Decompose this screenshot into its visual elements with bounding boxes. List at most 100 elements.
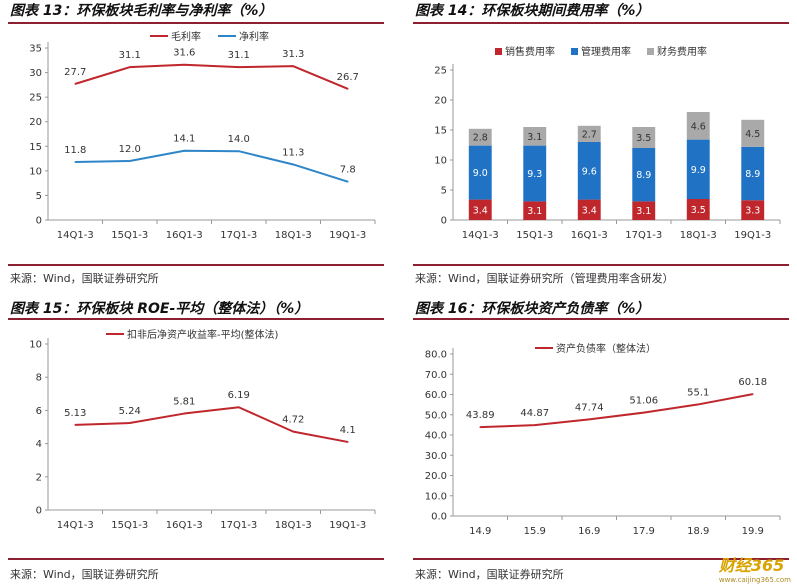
x-tick-label: 18.9 bbox=[687, 526, 709, 537]
y-tick-label: 15 bbox=[29, 142, 42, 153]
data-label: 7.8 bbox=[340, 165, 356, 176]
data-label: 3.1 bbox=[527, 132, 542, 143]
data-label: 8.9 bbox=[745, 169, 760, 180]
data-point bbox=[346, 87, 349, 90]
data-label: 31.3 bbox=[282, 49, 304, 60]
data-point bbox=[292, 163, 295, 166]
legend-label: 毛利率 bbox=[171, 30, 201, 43]
data-label: 2.7 bbox=[582, 129, 597, 140]
watermark-brand: 财经365 bbox=[718, 556, 785, 575]
data-label: 43.89 bbox=[466, 410, 495, 421]
data-label: 9.0 bbox=[473, 168, 488, 179]
chart-panel-16: 图表 16：环保板块资产负债率（%） 0.0 10.0 20.0 30.0 40.0 50… bbox=[405, 296, 795, 586]
bar-segment bbox=[741, 146, 765, 201]
data-label: 3.1 bbox=[636, 206, 651, 217]
x-tick-label: 19Q1-3 bbox=[329, 520, 366, 531]
data-point bbox=[128, 160, 131, 162]
data-label: 3.5 bbox=[636, 133, 651, 144]
x-tick-label: 19.9 bbox=[742, 526, 764, 537]
bar-segment bbox=[523, 127, 547, 146]
y-tick-label: 10 bbox=[29, 340, 42, 351]
y-tick-label: 80.0 bbox=[425, 350, 447, 361]
x-tick-label: 18Q1-3 bbox=[275, 230, 312, 241]
y-tick-label: 60.0 bbox=[425, 390, 447, 401]
y-tick-label: 20 bbox=[434, 96, 447, 107]
data-point bbox=[74, 424, 77, 426]
divider bbox=[8, 558, 384, 560]
divider bbox=[413, 318, 789, 320]
y-tick-label: 25 bbox=[434, 66, 447, 77]
data-point bbox=[588, 418, 591, 421]
x-tick-label: 19Q1-3 bbox=[734, 230, 771, 241]
data-label: 9.3 bbox=[527, 169, 542, 180]
data-label: 14.1 bbox=[173, 134, 195, 145]
x-tick-label: 17Q1-3 bbox=[625, 230, 662, 241]
data-label: 31.1 bbox=[119, 50, 141, 61]
data-point bbox=[237, 406, 240, 409]
bar-segment bbox=[468, 145, 492, 200]
legend-swatch bbox=[571, 48, 578, 55]
y-tick-label: 10 bbox=[434, 156, 447, 167]
data-label: 31.1 bbox=[228, 50, 250, 61]
data-label: 27.7 bbox=[64, 67, 86, 78]
debt-ratio-line-chart: 0.0 10.0 20.0 30.0 40.0 50.0 60.0 70.0 80.0 14.9 1… bbox=[425, 342, 781, 537]
y-tick-label: 30.0 bbox=[425, 451, 447, 462]
y-tick-label: 25 bbox=[29, 93, 42, 104]
x-tick-label: 15.9 bbox=[524, 526, 546, 537]
data-label: 6.19 bbox=[228, 390, 250, 401]
data-label: 3.1 bbox=[527, 206, 542, 217]
bar-segment bbox=[577, 125, 601, 142]
y-tick-label: 5 bbox=[441, 186, 447, 197]
data-point bbox=[237, 150, 240, 152]
legend-label: 财务费用率 bbox=[657, 45, 707, 58]
watermark-url: www.caijing365.com bbox=[718, 576, 791, 584]
data-label: 4.72 bbox=[282, 415, 304, 426]
data-point bbox=[346, 441, 349, 443]
x-tick-label: 16Q1-3 bbox=[166, 520, 203, 531]
bar-segment bbox=[686, 112, 710, 140]
bar-segment bbox=[686, 199, 710, 220]
x-tick-label: 15Q1-3 bbox=[516, 230, 553, 241]
data-label: 3.4 bbox=[473, 205, 488, 216]
chart-title: 图表 13：环保板块毛利率与净利率（%） bbox=[10, 3, 273, 19]
bar-segment bbox=[577, 142, 601, 200]
divider bbox=[8, 264, 384, 266]
data-label: 26.7 bbox=[337, 72, 359, 83]
legend-swatch bbox=[495, 48, 502, 55]
y-tick-label: 50.0 bbox=[425, 410, 447, 421]
bar-segment bbox=[741, 119, 765, 147]
divider bbox=[8, 318, 384, 320]
data-point bbox=[292, 65, 295, 67]
x-tick-label: 14Q1-3 bbox=[57, 230, 94, 241]
y-tick-label: 5 bbox=[36, 191, 42, 202]
bar-segment bbox=[632, 127, 656, 148]
data-label: 5.81 bbox=[173, 397, 195, 408]
y-tick-label: 6 bbox=[36, 406, 42, 417]
divider bbox=[413, 558, 789, 560]
source-note: 来源：Wind，国联证券研究所 bbox=[10, 272, 159, 285]
data-point bbox=[128, 422, 131, 424]
bar-segment bbox=[632, 201, 656, 220]
bar-segment bbox=[523, 201, 547, 220]
data-label: 4.6 bbox=[691, 121, 706, 132]
legend-label: 销售费用率 bbox=[505, 45, 555, 58]
bar-segment bbox=[686, 139, 710, 199]
bar-segment bbox=[741, 200, 765, 220]
x-tick-label: 15Q1-3 bbox=[111, 230, 148, 241]
y-tick-label: 40.0 bbox=[425, 431, 447, 442]
data-label: 8.9 bbox=[636, 170, 651, 181]
chart-title: 图表 16：环保板块资产负债率（%） bbox=[415, 301, 650, 317]
x-tick-label: 19Q1-3 bbox=[329, 230, 366, 241]
data-point bbox=[74, 83, 77, 85]
data-label: 9.9 bbox=[691, 165, 706, 176]
data-label: 3.5 bbox=[691, 205, 706, 216]
bar-segment bbox=[468, 128, 492, 146]
data-label: 2.8 bbox=[473, 133, 488, 144]
data-point bbox=[74, 161, 77, 163]
x-tick-label: 16Q1-3 bbox=[166, 230, 203, 241]
x-tick-label: 18Q1-3 bbox=[275, 520, 312, 531]
data-point bbox=[479, 426, 482, 428]
x-tick-label: 17Q1-3 bbox=[220, 230, 257, 241]
x-tick-label: 15Q1-3 bbox=[111, 520, 148, 531]
series-line bbox=[75, 149, 349, 183]
